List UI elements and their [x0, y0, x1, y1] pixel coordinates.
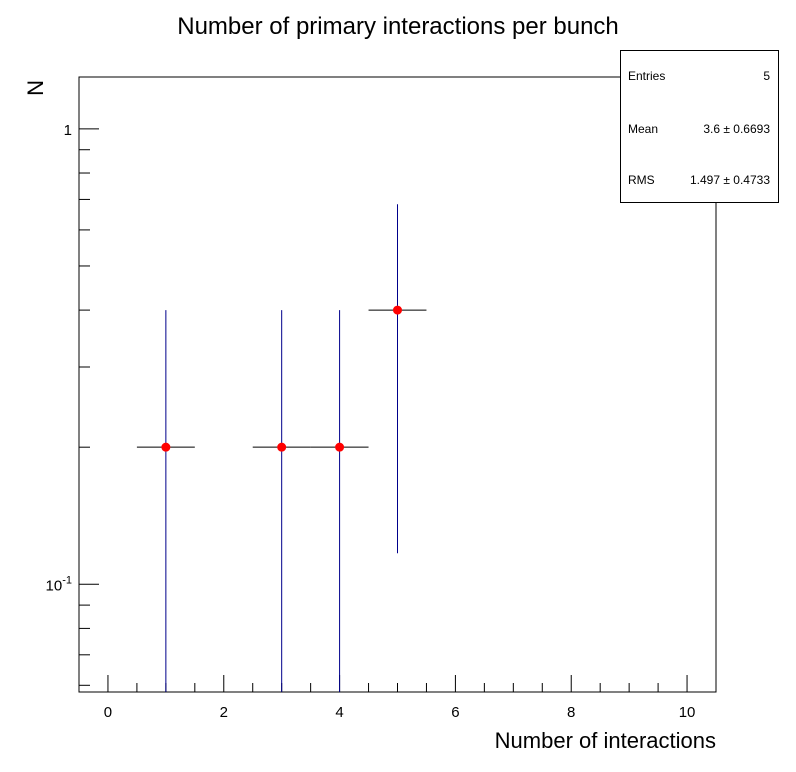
data-point [335, 442, 345, 452]
x-tick-label: 4 [335, 704, 343, 721]
data-point [393, 305, 402, 315]
x-tick-label: 6 [451, 704, 459, 721]
y-axis-label: N [23, 80, 48, 96]
stats-entries-row: Entries 5 [628, 69, 770, 83]
data-points [136, 204, 427, 692]
y-tick-label: 10-1 [46, 574, 72, 594]
axes: 0 2 4 6 8 10 10-1 1 [46, 122, 717, 721]
x-axis-label: Number of interactions [495, 728, 716, 753]
stats-box: Entries 5 Mean 3.6 ± 0.6693 RMS 1.497 ± … [620, 50, 779, 203]
x-tick-label: 8 [567, 704, 575, 721]
stats-rms-value: 1.497 ± 0.4733 [690, 173, 770, 187]
stats-entries-label: Entries [628, 69, 666, 83]
stats-rms-row: RMS 1.497 ± 0.4733 [628, 173, 770, 187]
stats-mean-label: Mean [628, 122, 659, 136]
stats-mean-row: Mean 3.6 ± 0.6693 [628, 122, 770, 136]
data-point [161, 442, 171, 452]
x-tick-label: 10 [679, 704, 696, 721]
x-tick-label: 2 [220, 704, 228, 721]
stats-mean-value: 3.6 ± 0.6693 [703, 122, 770, 136]
chart-title: Number of primary interactions per bunch [177, 13, 619, 40]
stats-entries-value: 5 [763, 69, 770, 83]
data-point [277, 442, 287, 452]
x-tick-label: 0 [104, 704, 112, 721]
y-tick-label: 1 [64, 122, 72, 139]
stats-rms-label: RMS [628, 173, 655, 187]
